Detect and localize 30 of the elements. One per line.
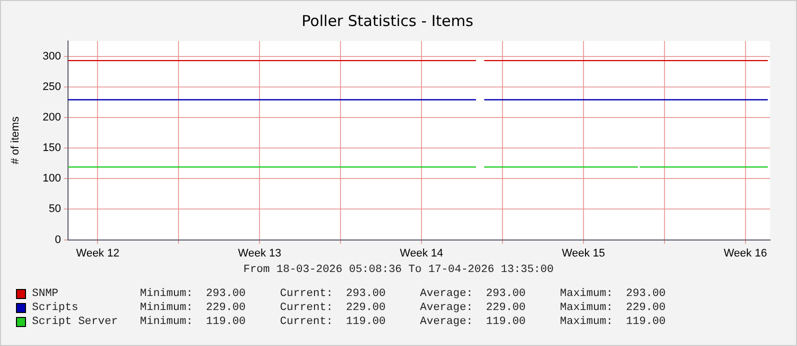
y-tick-label: 150: [42, 142, 61, 154]
text: Average: 119.00: [420, 316, 527, 328]
y-tick-label: 250: [42, 80, 61, 93]
x-tick-label: Week 13: [238, 247, 282, 260]
text: Maximum: 229.00: [560, 302, 667, 314]
x-tick-label: Week 15: [562, 247, 606, 260]
text: Minimum: 229.00: [140, 302, 247, 314]
text: Average: 293.00: [420, 288, 527, 300]
legend-label: SNMP: [32, 288, 60, 300]
y-axis-title: # of items: [10, 116, 22, 164]
y-tick-label: 200: [42, 111, 61, 124]
text: From 18-03-2026 05:08:36 To 17-04-2026 13:35:00: [242, 264, 555, 276]
x-tick-label: Week 16: [724, 247, 767, 260]
text: Maximum: 293.00: [560, 288, 667, 300]
text: Current: 229.00: [280, 302, 387, 314]
y-tick-label: 0: [54, 234, 61, 246]
y-tick-label: 300: [42, 50, 61, 62]
text: Maximum: 119.00: [560, 316, 667, 328]
y-tick-label: 100: [42, 172, 61, 185]
legend-label: Scripts: [32, 302, 80, 314]
legend-label: Script Server: [32, 316, 119, 328]
x-tick-label: Week 14: [400, 247, 444, 260]
text: Average: 229.00: [420, 302, 527, 314]
text: Minimum: 293.00: [140, 288, 247, 300]
text: Current: 293.00: [280, 288, 387, 300]
text: Current: 119.00: [280, 316, 387, 328]
chart-title: Poller Statistics - Items: [302, 12, 474, 30]
y-tick-label: 50: [48, 203, 61, 216]
x-tick-label: Week 12: [76, 247, 120, 260]
text: Minimum: 119.00: [140, 316, 247, 328]
